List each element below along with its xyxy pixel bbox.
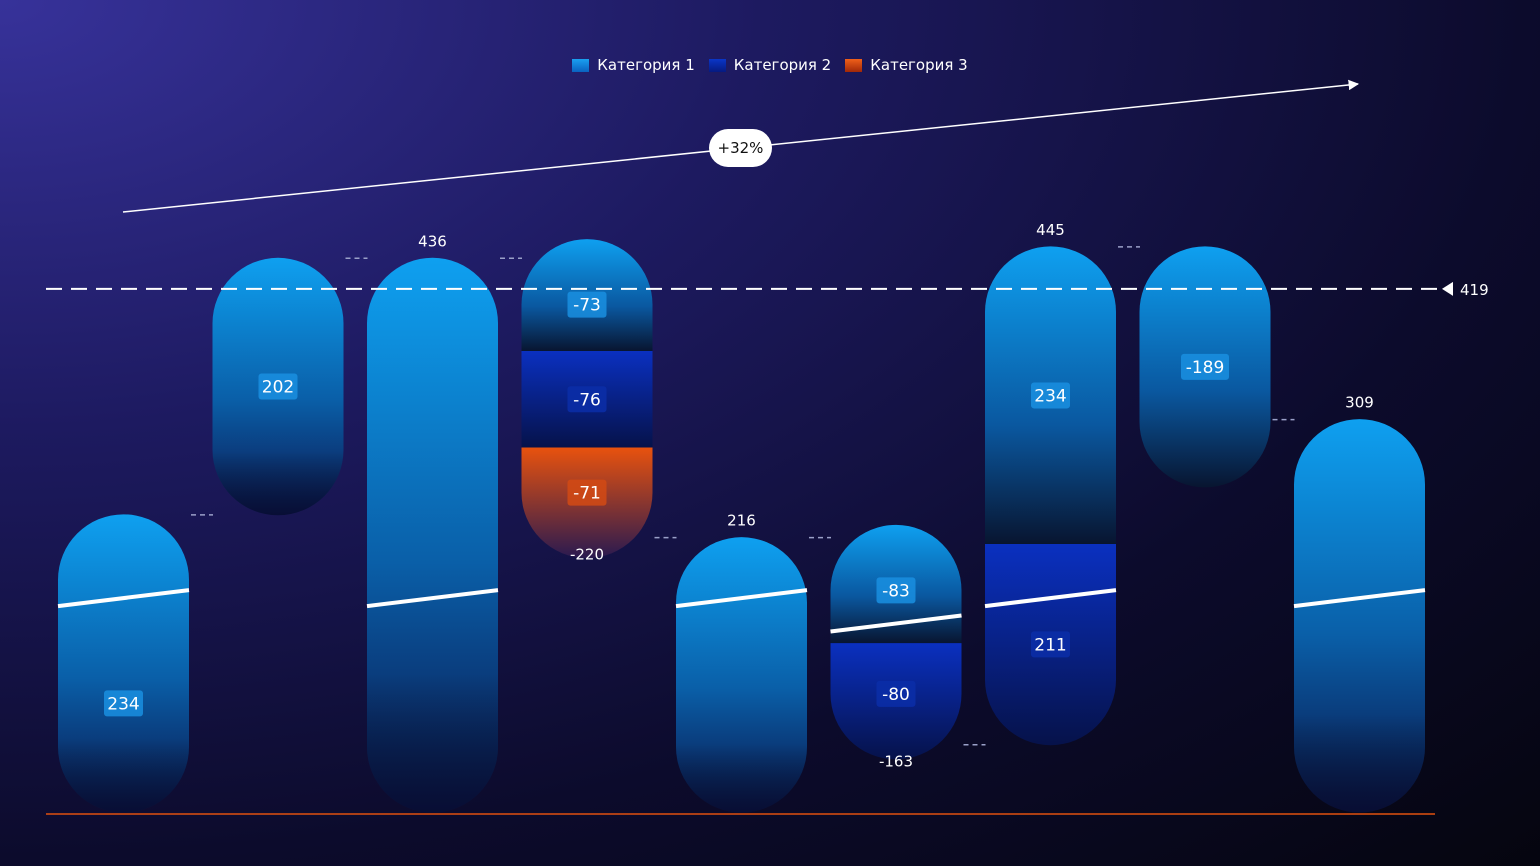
bar-b3-axis-break bbox=[366, 588, 499, 609]
bar-b4-segment-0-label-bg bbox=[567, 291, 607, 318]
bar-b6-segment-0-label-bg bbox=[876, 577, 916, 604]
bar-b7-segment-0-label: 234 bbox=[1031, 382, 1070, 409]
bar-b8-segment-0-label: -189 bbox=[1181, 353, 1229, 380]
bar-b5-shade bbox=[676, 537, 807, 813]
bar-b2-label: 202 bbox=[258, 373, 298, 400]
legend-swatch-category-3 bbox=[845, 58, 863, 72]
bar-b7-segment-1-label-bg bbox=[1031, 631, 1070, 658]
bar-b7-top-label: 445 bbox=[1036, 221, 1065, 239]
bar-b1 bbox=[57, 514, 190, 813]
bar-b5 bbox=[675, 537, 808, 813]
reference-line-marker bbox=[1442, 281, 1453, 296]
bar-b7 bbox=[984, 246, 1117, 746]
trend-badge-bg bbox=[709, 129, 772, 167]
bar-b6-segment-1-label-bg bbox=[876, 680, 916, 707]
bar-b6 bbox=[830, 524, 962, 760]
bar-b1-label: 234 bbox=[104, 690, 143, 717]
bar-b4-segment-1-label: -76 bbox=[567, 386, 607, 413]
bar-b9-axis-break bbox=[1293, 588, 1426, 609]
bar-b3-shade bbox=[367, 257, 498, 813]
bar-b6-segment-1-label-text: -80 bbox=[882, 685, 910, 705]
bar-b4-segment-2-label-bg bbox=[567, 479, 607, 506]
bar-b7-segment-1-label-text: 211 bbox=[1034, 635, 1066, 655]
bar-b9-top-label: 309 bbox=[1345, 394, 1374, 412]
legend-swatch-category-1 bbox=[572, 58, 590, 72]
trend-badge-text: +32% bbox=[718, 139, 764, 157]
legend-item-category-3: Категория 3 bbox=[845, 56, 968, 74]
bar-b4-segment-1-label-bg bbox=[567, 386, 607, 413]
bar-b8-segment-0-label-bg bbox=[1181, 353, 1229, 380]
bar-b7-segment-1-label: 211 bbox=[1031, 631, 1070, 658]
bar-b6-segment-1-label: -80 bbox=[876, 680, 916, 707]
bar-b4-bottom-label: -220 bbox=[570, 546, 604, 564]
bar-b2-label-text: 202 bbox=[262, 378, 294, 398]
legend-label-category-3: Категория 3 bbox=[870, 56, 968, 74]
legend-label-category-2: Категория 2 bbox=[733, 56, 832, 74]
legend-swatch-category-2 bbox=[708, 58, 726, 72]
bar-b4-segment-2-label: -71 bbox=[567, 479, 607, 506]
legend-item-category-1: Категория 1 bbox=[572, 56, 695, 74]
legend-label-category-1: Категория 1 bbox=[597, 56, 695, 74]
bar-b8-segment-0-label-text: -189 bbox=[1186, 358, 1225, 378]
bar-b4-segment-2-label-text: -71 bbox=[573, 484, 601, 504]
bar-b1-label-text: 234 bbox=[107, 694, 139, 714]
bar-b6-axis-break bbox=[830, 613, 962, 634]
bar-b5-top-label: 216 bbox=[727, 512, 756, 530]
trend-badge: +32% bbox=[709, 129, 772, 167]
legend-item-category-2: Категория 2 bbox=[708, 56, 832, 74]
bar-b6-segment-0-label-text: -83 bbox=[882, 581, 910, 601]
bar-b1-label-bg bbox=[104, 690, 143, 717]
bar-b9 bbox=[1293, 419, 1426, 813]
bar-b2-label-bg bbox=[258, 373, 298, 400]
bar-b7-axis-break bbox=[984, 588, 1117, 609]
bar-b4-segment-1-label-text: -76 bbox=[573, 390, 601, 410]
bar-b1-axis-break bbox=[57, 588, 190, 609]
bar-b9-shade bbox=[1294, 419, 1425, 813]
bar-b6-segment-0-label: -83 bbox=[876, 577, 916, 604]
bar-b3 bbox=[366, 257, 499, 813]
legend: Категория 1 Категория 2 Категория 3 bbox=[0, 56, 1540, 74]
bar-b3-top-label: 436 bbox=[418, 232, 447, 250]
bar-b7-segment-0-label-bg bbox=[1031, 382, 1070, 409]
bar-b5-axis-break bbox=[675, 588, 808, 609]
bar-b6-bottom-label: -163 bbox=[879, 753, 913, 771]
bar-b7-segment-0-label-text: 234 bbox=[1034, 386, 1066, 406]
bar-b4-segment-0-label: -73 bbox=[567, 291, 607, 318]
bar-b1-shade bbox=[58, 514, 189, 813]
bar-b4-segment-0-label-text: -73 bbox=[573, 296, 601, 316]
reference-line-label: 419 bbox=[1460, 281, 1489, 299]
